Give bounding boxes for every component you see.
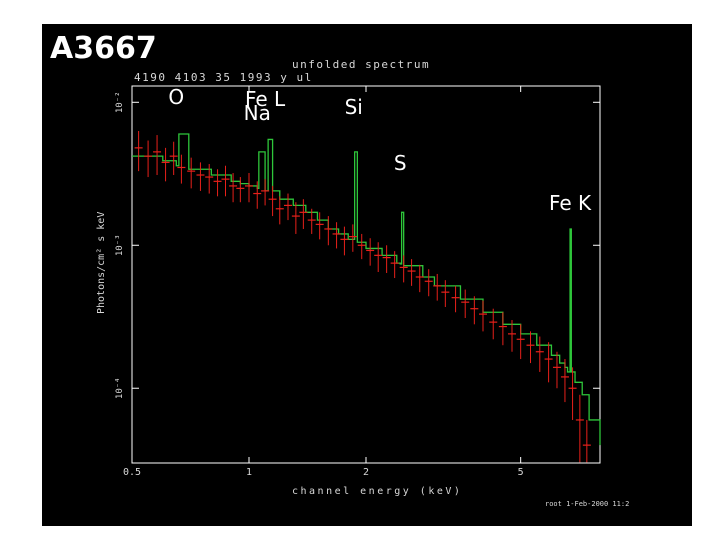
line-annotation: Na [244, 101, 271, 125]
model-step-line [132, 133, 601, 446]
handwritten-title: A3667 [50, 31, 157, 66]
x-tick-label: 2 [363, 467, 369, 478]
line-annotation: Si [345, 95, 363, 119]
x-tick-label: 1 [246, 467, 252, 478]
x-tick-label: 5 [518, 467, 524, 478]
y-tick-label: 10⁻² [115, 91, 125, 113]
y-tick-label: 10⁻⁴ [115, 377, 125, 399]
plot-title: unfolded spectrum [292, 58, 430, 71]
plot-frame [131, 85, 601, 464]
footer-stamp: root 1-Feb-2000 11:2 [545, 500, 629, 508]
y-tick-label: 10⁻³ [115, 234, 125, 256]
y-axis-label: Photons/cm² s keV [96, 212, 107, 314]
spectrum-chart: A3667 unfolded spectrum 4190 4103 35 199… [50, 31, 629, 508]
line-annotation: S [394, 151, 407, 175]
line-annotation: O [168, 85, 184, 109]
line-annotation: Fe K [549, 191, 592, 215]
x-axis-label: channel energy (keV) [292, 486, 462, 497]
plot-panel: A3667 unfolded spectrum 4190 4103 35 199… [42, 24, 692, 526]
x-tick-label: 0.5 [123, 467, 141, 478]
line-annotation: Fe L [245, 87, 286, 111]
obs-label: 4190 4103 35 1993 y ul [134, 71, 313, 84]
